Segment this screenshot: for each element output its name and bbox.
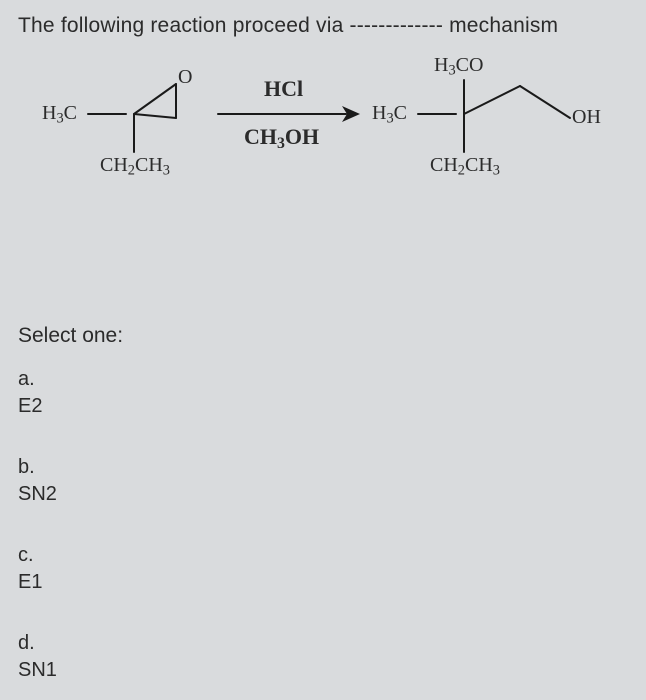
reaction-diagram: H3C O CH2CH3 HCl CH3OH H3CO H3C OH CH2CH… [18,44,628,204]
reagent-top: HCl [264,76,303,102]
option-c[interactable]: c. E1 [18,542,628,596]
reactant-bottom-group: CH2CH3 [100,154,170,180]
options-list: a. E2 b. SN2 c. E1 d. SN1 [18,366,628,684]
reagent-bottom: CH3OH [244,124,319,153]
stem-suffix: mechanism [443,14,558,37]
option-label: SN1 [18,657,628,684]
option-key: b. [18,454,628,481]
option-a[interactable]: a. E2 [18,366,628,420]
option-key: a. [18,366,628,393]
option-label: E2 [18,393,628,420]
option-b[interactable]: b. SN2 [18,454,628,508]
product-bottom-group: CH2CH3 [430,154,500,180]
option-label: E1 [18,569,628,596]
product-top-group: H3CO [434,54,483,80]
stem-dash: ------------- [350,14,444,37]
select-one-label: Select one: [18,324,628,348]
reactant-ring-oxygen: O [178,66,192,89]
option-d[interactable]: d. SN1 [18,630,628,684]
product-left-group: H3C [372,102,407,128]
option-key: d. [18,630,628,657]
option-key: c. [18,542,628,569]
reaction-svg [18,44,628,204]
reactant-left-group: H3C [42,102,77,128]
option-label: SN2 [18,481,628,508]
stem-prefix: The following reaction proceed via [18,14,350,37]
product-right-group: OH [572,106,601,129]
question-stem: The following reaction proceed via -----… [18,14,628,38]
